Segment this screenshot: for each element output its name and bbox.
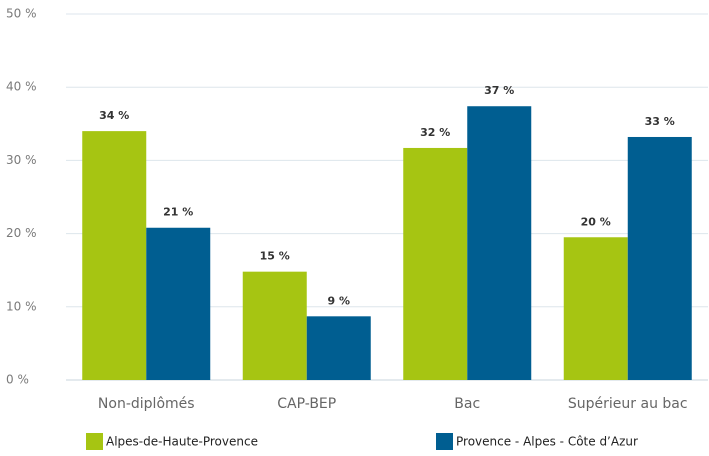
x-tick-label: CAP-BEP [277, 396, 336, 412]
bar [563, 237, 628, 380]
data-label: 9 % [327, 294, 350, 307]
y-tick-label: 40 % [6, 80, 37, 94]
data-label: 32 % [420, 126, 450, 139]
x-tick-label: Bac [454, 396, 480, 412]
x-tick-label: Non-diplômés [98, 396, 195, 412]
data-label: 34 % [99, 109, 129, 122]
data-label: 33 % [645, 115, 675, 128]
bar [146, 227, 211, 380]
data-label: 37 % [484, 84, 514, 97]
y-tick-label: 20 % [6, 226, 37, 240]
y-tick-label: 50 % [6, 7, 37, 21]
bar [242, 271, 307, 380]
y-tick-label: 0 % [6, 373, 29, 387]
bar [627, 136, 692, 380]
legend-label: Provence - Alpes - Côte d’Azur [456, 435, 638, 449]
legend-swatch [436, 433, 453, 450]
data-label: 21 % [163, 206, 193, 219]
data-label: 20 % [581, 215, 611, 228]
legend-swatch [86, 433, 103, 450]
x-tick-label: Supérieur au bac [568, 396, 688, 412]
legend-label: Alpes-de-Haute-Provence [106, 435, 258, 449]
bar [403, 147, 468, 380]
y-tick-label: 10 % [6, 299, 37, 313]
bar [467, 106, 532, 381]
data-label: 15 % [260, 250, 290, 263]
bar [306, 316, 371, 380]
bar [82, 131, 147, 380]
y-tick-label: 30 % [6, 153, 37, 167]
